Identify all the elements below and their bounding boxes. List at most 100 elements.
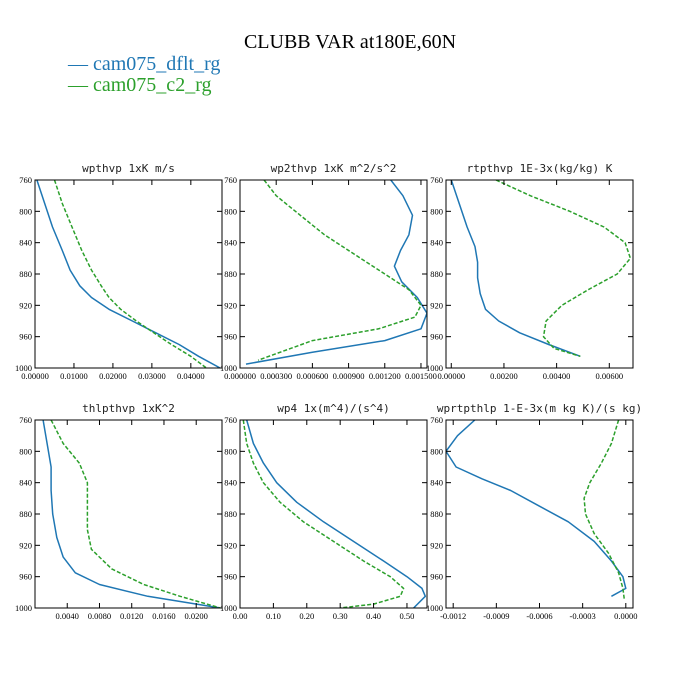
x-tick-label: 0.20 xyxy=(299,611,314,621)
series-line-cam075-dflt-rg xyxy=(42,420,221,608)
panel-3: rtpthvp 1E-3x(kg/kg) K 0.00000 0.00200 0.00… xyxy=(426,162,634,381)
panel-4: thlpthvp 1xK^2 0.0040 0.0080 0.0120 0.0160 0.… xyxy=(15,402,223,621)
y-tick-label: 880 xyxy=(430,509,443,519)
y-tick-label: 840 xyxy=(19,478,32,488)
legend-line-glyph: — xyxy=(67,53,93,75)
y-tick-label: 760 xyxy=(224,175,237,185)
x-tick-label: 0.000000 xyxy=(224,371,256,381)
y-tick-label: 1000 xyxy=(220,363,237,373)
y-tick-label: 760 xyxy=(430,415,443,425)
y-tick-label: 920 xyxy=(430,300,443,310)
y-tick-label: 880 xyxy=(224,269,237,279)
y-tick-label: 840 xyxy=(224,238,237,248)
plot-frame xyxy=(239,179,428,369)
y-tick-label: 760 xyxy=(224,415,237,425)
x-tick-label: -0.0006 xyxy=(526,611,552,621)
series-line-cam075-dflt-rg xyxy=(446,420,627,597)
legend-line-glyph: — xyxy=(67,74,93,96)
plot-frame xyxy=(239,419,428,609)
x-tick-label: 0.40 xyxy=(366,611,381,621)
y-tick-label: 960 xyxy=(19,332,32,342)
series-line-cam075-dflt-rg xyxy=(450,180,581,358)
panel-grid: wpthvp 1xK m/s 0.00000 0.01000 0.02000 0.030… xyxy=(15,162,642,621)
series-line-cam075-dflt-rg xyxy=(245,420,427,608)
y-tick-label: 920 xyxy=(19,540,32,550)
x-tick-label: 0.03000 xyxy=(138,371,166,381)
x-tick-label: 0.00600 xyxy=(595,371,623,381)
y-tick-label: 960 xyxy=(430,572,443,582)
series-line-cam075-c2-rg xyxy=(257,180,422,361)
series-line-cam075-dflt-rg xyxy=(36,180,221,368)
y-tick-label: 840 xyxy=(19,238,32,248)
panel-title: wp4 1x(m^4)/(s^4) xyxy=(277,402,390,415)
x-tick-label: -0.0003 xyxy=(570,611,596,621)
x-tick-label: 0.001200 xyxy=(369,371,401,381)
x-tick-label: -0.0012 xyxy=(440,611,466,621)
y-tick-label: 920 xyxy=(430,540,443,550)
x-tick-label: 0.0080 xyxy=(88,611,111,621)
x-tick-label: 0.50 xyxy=(400,611,415,621)
x-tick-label: 0.0120 xyxy=(120,611,143,621)
plot-frame xyxy=(445,419,634,609)
y-tick-label: 760 xyxy=(430,175,443,185)
y-tick-label: 920 xyxy=(224,540,237,550)
y-tick-label: 1000 xyxy=(426,363,443,373)
y-tick-label: 960 xyxy=(19,572,32,582)
legend-label: cam075_dflt_rg xyxy=(93,53,220,75)
plot-frame xyxy=(34,179,223,369)
legend: — cam075_dflt_rg — cam075_c2_rg xyxy=(67,53,220,96)
series-line-cam075-c2-rg xyxy=(583,420,626,601)
panel-title: wpthvp 1xK m/s xyxy=(82,162,175,175)
y-tick-label: 1000 xyxy=(220,603,237,613)
x-tick-label: 0.0000 xyxy=(614,611,637,621)
legend-entry-cam075-dflt-rg: — cam075_dflt_rg xyxy=(67,53,220,75)
y-tick-label: 880 xyxy=(19,509,32,519)
x-tick-label: 0.02000 xyxy=(99,371,127,381)
y-tick-label: 800 xyxy=(224,206,237,216)
y-tick-label: 920 xyxy=(224,300,237,310)
y-tick-label: 760 xyxy=(19,415,32,425)
plot-frame xyxy=(34,419,223,609)
x-tick-label: 0.0040 xyxy=(56,611,79,621)
y-tick-label: 800 xyxy=(224,446,237,456)
series-line-cam075-c2-rg xyxy=(242,420,405,608)
x-tick-label: 0.000900 xyxy=(333,371,365,381)
x-tick-label: 0.00200 xyxy=(490,371,518,381)
x-tick-label: 0.000300 xyxy=(260,371,292,381)
y-tick-label: 960 xyxy=(430,332,443,342)
y-tick-label: 800 xyxy=(430,446,443,456)
y-tick-label: 840 xyxy=(224,478,237,488)
y-tick-label: 960 xyxy=(224,572,237,582)
y-tick-label: 920 xyxy=(19,300,32,310)
x-tick-label: 0.04000 xyxy=(177,371,205,381)
legend-label: cam075_c2_rg xyxy=(93,74,212,96)
x-tick-label: 0.30 xyxy=(333,611,348,621)
x-tick-label: 0.00000 xyxy=(21,371,49,381)
series-line-cam075-c2-rg xyxy=(53,180,207,368)
panel-1: wpthvp 1xK m/s 0.00000 0.01000 0.02000 0.030… xyxy=(15,162,223,381)
panel-2: wp2thvp 1xK m^2/s^2 0.000000 0.000300 0.000… xyxy=(220,162,437,381)
y-tick-label: 880 xyxy=(430,269,443,279)
y-tick-label: 760 xyxy=(19,175,32,185)
panel-title: thlpthvp 1xK^2 xyxy=(82,402,175,415)
x-tick-label: 0.0200 xyxy=(185,611,208,621)
series-line-cam075-dflt-rg xyxy=(245,180,427,365)
y-tick-label: 840 xyxy=(430,478,443,488)
y-tick-label: 800 xyxy=(19,446,32,456)
x-tick-label: 0.10 xyxy=(266,611,281,621)
series-line-cam075-c2-rg xyxy=(50,420,221,608)
x-tick-label: 0.0160 xyxy=(152,611,175,621)
series-line-cam075-c2-rg xyxy=(495,180,632,358)
panel-title: rtpthvp 1E-3x(kg/kg) K xyxy=(467,162,613,175)
x-tick-label: 0.00000 xyxy=(437,371,465,381)
x-tick-label: 0.01000 xyxy=(60,371,88,381)
y-tick-label: 1000 xyxy=(15,363,32,373)
y-tick-label: 1000 xyxy=(426,603,443,613)
y-tick-label: 1000 xyxy=(15,603,32,613)
panel-6: wprtpthlp 1-E-3x(m kg K)/(s kg) -0.0012 -0… xyxy=(426,402,642,621)
y-tick-label: 880 xyxy=(19,269,32,279)
panel-title: wprtpthlp 1-E-3x(m kg K)/(s kg) xyxy=(437,402,642,415)
figure-title: CLUBB VAR at180E,60N xyxy=(244,31,456,53)
x-tick-label: 0.00400 xyxy=(543,371,571,381)
